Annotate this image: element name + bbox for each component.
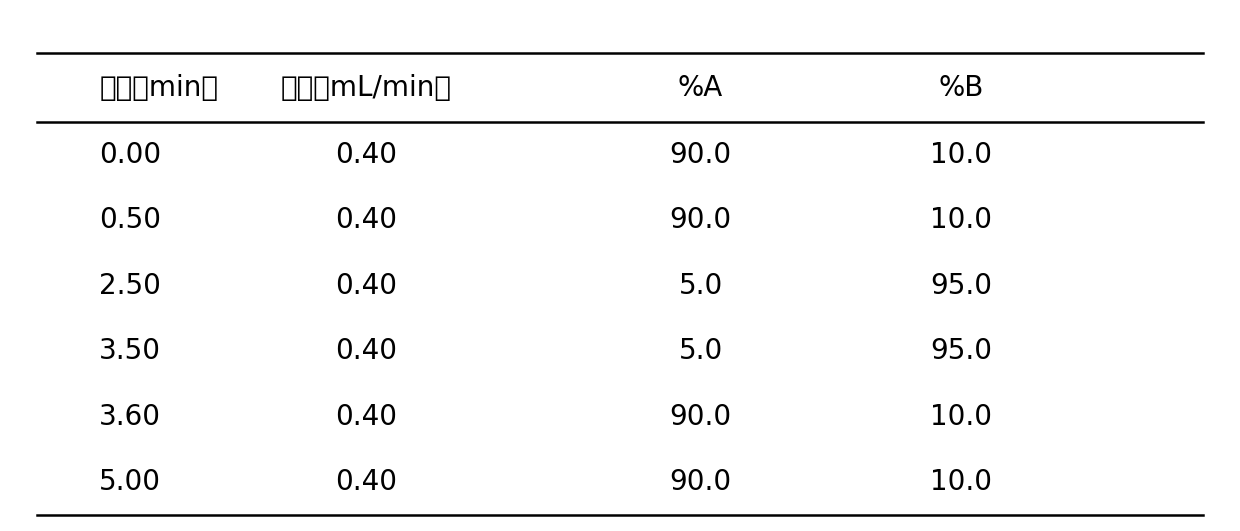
Text: 10.0: 10.0: [930, 207, 992, 234]
Text: 2.50: 2.50: [99, 272, 161, 300]
Text: 5.00: 5.00: [99, 468, 161, 496]
Text: 0.40: 0.40: [335, 403, 397, 431]
Text: 90.0: 90.0: [670, 141, 732, 169]
Text: 10.0: 10.0: [930, 403, 992, 431]
Text: 0.40: 0.40: [335, 207, 397, 234]
Text: 3.60: 3.60: [99, 403, 161, 431]
Text: 0.00: 0.00: [99, 141, 161, 169]
Text: 0.40: 0.40: [335, 468, 397, 496]
Text: 10.0: 10.0: [930, 468, 992, 496]
Text: 0.40: 0.40: [335, 337, 397, 365]
Text: 0.40: 0.40: [335, 141, 397, 169]
Text: 95.0: 95.0: [930, 337, 992, 365]
Text: 95.0: 95.0: [930, 272, 992, 300]
Text: 90.0: 90.0: [670, 468, 732, 496]
Text: 0.50: 0.50: [99, 207, 161, 234]
Text: 0.40: 0.40: [335, 272, 397, 300]
Text: 5.0: 5.0: [678, 337, 723, 365]
Text: 5.0: 5.0: [678, 272, 723, 300]
Text: 90.0: 90.0: [670, 403, 732, 431]
Text: 时间（min）: 时间（min）: [99, 74, 218, 101]
Text: %B: %B: [939, 74, 983, 101]
Text: %A: %A: [678, 74, 723, 101]
Text: 流速（mL/min）: 流速（mL/min）: [280, 74, 451, 101]
Text: 10.0: 10.0: [930, 141, 992, 169]
Text: 90.0: 90.0: [670, 207, 732, 234]
Text: 3.50: 3.50: [99, 337, 161, 365]
